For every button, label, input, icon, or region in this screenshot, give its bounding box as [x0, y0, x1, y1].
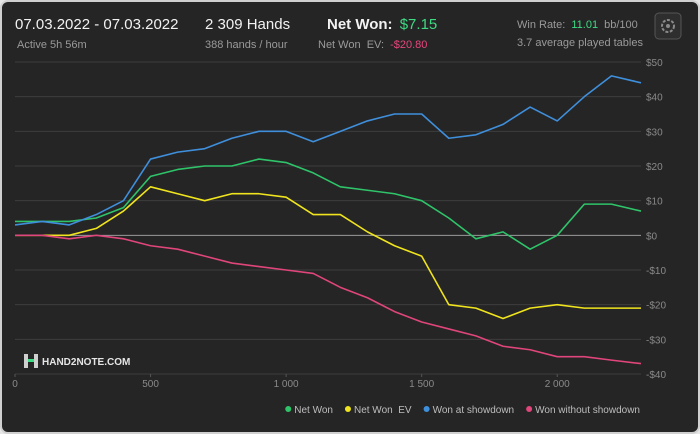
- y-tick-label: $0: [646, 231, 658, 242]
- x-tick-label: 1 500: [409, 379, 434, 390]
- logo-text: HAND2NOTE.COM: [42, 357, 130, 368]
- legend-item: Won at showdown: [423, 405, 515, 416]
- legend-marker: [423, 406, 430, 412]
- y-tick-label: $10: [646, 197, 663, 208]
- x-tick-label: 2 000: [545, 379, 570, 390]
- legend: Net Won Net Won EV Won at showdown Won with…: [285, 405, 640, 416]
- hands: 2 309 Hands: [205, 16, 290, 33]
- logo: HAND2NOTE.COM: [24, 354, 130, 368]
- y-tick-label: -$30: [646, 335, 666, 346]
- legend-label: Won at showdown: [433, 405, 515, 416]
- logo-icon: [28, 359, 34, 362]
- ev-label: Net Won EV:: [318, 39, 384, 51]
- plot: -$40 -$30 -$20 -$10 $0 $10 $20 $30 $40 $50 0 500 1 0…: [12, 58, 666, 390]
- gear-icon: [661, 19, 675, 33]
- legend-label: Net Won EV: [354, 405, 412, 416]
- logo-icon: [34, 354, 38, 368]
- legend-label: Net Won: [294, 405, 333, 416]
- y-tick-label: $50: [646, 58, 663, 69]
- win-rate-label: Win Rate:: [517, 19, 565, 31]
- x-tick-label: 500: [142, 379, 159, 390]
- net-won-ev: Net Won EV: -$20.80: [318, 39, 427, 51]
- win-rate-unit: bb/100: [604, 19, 638, 31]
- series-line: [15, 158, 642, 250]
- win-rate: Win Rate: 11.01 bb/100: [517, 19, 638, 31]
- legend-label: Won without showdown: [535, 405, 640, 416]
- series-line: [15, 186, 641, 320]
- tables: 3.7 average played tables: [517, 37, 643, 49]
- settings-button[interactable]: [654, 12, 682, 40]
- legend-marker: [344, 406, 351, 412]
- y-tick-label: -$20: [646, 301, 666, 312]
- series-line: [14, 75, 642, 226]
- date-range: 07.03.2022 - 07.03.2022: [15, 16, 178, 33]
- series-line: [15, 234, 642, 365]
- y-tick-label: -$10: [646, 266, 666, 277]
- legend-item: Net Won EV: [344, 405, 412, 416]
- legend-item: Won without showdown: [526, 405, 640, 416]
- y-tick-label: $30: [646, 127, 663, 138]
- logo-icon: [24, 354, 28, 368]
- y-tick-label: $20: [646, 162, 663, 173]
- x-tick-label: 0: [12, 379, 18, 390]
- y-tick-label: $40: [646, 93, 663, 104]
- y-tick-label: -$40: [646, 370, 666, 381]
- x-tick-label: 1 000: [274, 379, 299, 390]
- net-won-value: $7.15: [400, 16, 438, 33]
- win-rate-value: 11.01: [571, 19, 598, 31]
- hands-rate: 388 hands / hour: [205, 39, 288, 51]
- ev-value: -$20.80: [390, 39, 427, 51]
- legend-marker: [526, 406, 533, 412]
- legend-marker: [285, 406, 292, 412]
- legend-item: Net Won: [285, 405, 333, 416]
- gear-center: [666, 24, 670, 28]
- net-won-label: Net Won:: [327, 16, 393, 33]
- net-won: Net Won: $7.15: [327, 16, 437, 33]
- active-time: Active 5h 56m: [17, 39, 87, 51]
